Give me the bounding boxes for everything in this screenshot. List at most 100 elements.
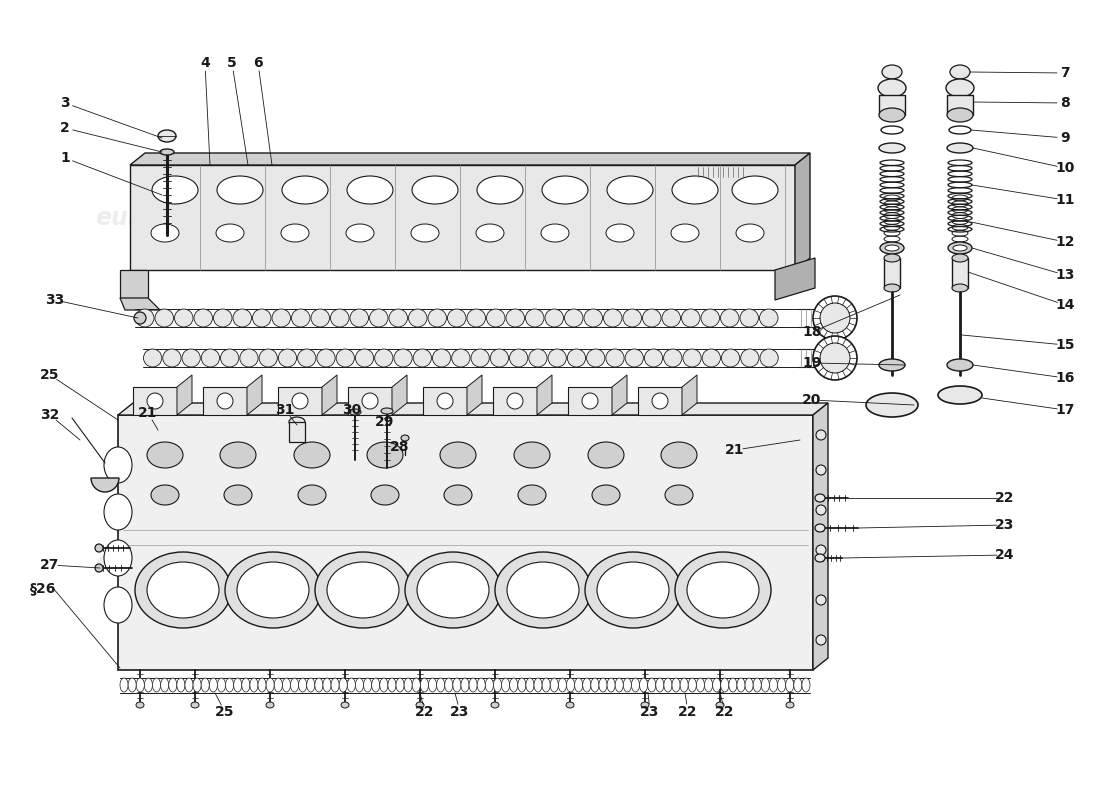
Ellipse shape <box>411 224 439 242</box>
Ellipse shape <box>597 562 669 618</box>
Ellipse shape <box>541 224 569 242</box>
Ellipse shape <box>820 303 850 333</box>
Ellipse shape <box>135 552 231 628</box>
Ellipse shape <box>566 678 574 692</box>
Text: 6: 6 <box>253 56 263 70</box>
Ellipse shape <box>440 442 476 468</box>
Ellipse shape <box>468 309 485 327</box>
Ellipse shape <box>816 430 826 440</box>
Polygon shape <box>638 387 682 415</box>
Ellipse shape <box>147 393 163 409</box>
Ellipse shape <box>607 176 653 204</box>
Text: 10: 10 <box>1055 161 1075 175</box>
Ellipse shape <box>348 678 355 692</box>
Ellipse shape <box>879 108 905 122</box>
Ellipse shape <box>477 176 522 204</box>
Ellipse shape <box>226 552 321 628</box>
Ellipse shape <box>652 393 668 409</box>
Ellipse shape <box>682 309 700 327</box>
Ellipse shape <box>598 678 607 692</box>
Ellipse shape <box>585 552 681 628</box>
Ellipse shape <box>341 702 349 708</box>
Ellipse shape <box>355 349 374 367</box>
Ellipse shape <box>135 309 154 327</box>
Ellipse shape <box>886 245 899 251</box>
Text: eurospares: eurospares <box>416 551 564 575</box>
Ellipse shape <box>104 587 132 623</box>
Ellipse shape <box>266 702 274 708</box>
Wedge shape <box>91 478 119 492</box>
Text: §26: §26 <box>30 581 56 595</box>
Polygon shape <box>568 387 612 415</box>
Ellipse shape <box>185 678 194 692</box>
Ellipse shape <box>879 359 905 371</box>
Ellipse shape <box>584 309 603 327</box>
Ellipse shape <box>761 678 769 692</box>
Ellipse shape <box>477 678 485 692</box>
Ellipse shape <box>794 678 802 692</box>
Ellipse shape <box>370 309 388 327</box>
Ellipse shape <box>220 442 256 468</box>
Ellipse shape <box>526 678 534 692</box>
Ellipse shape <box>381 408 393 414</box>
Ellipse shape <box>664 678 672 692</box>
Ellipse shape <box>624 678 631 692</box>
Ellipse shape <box>315 678 323 692</box>
Ellipse shape <box>95 564 103 572</box>
Ellipse shape <box>507 562 579 618</box>
Ellipse shape <box>760 349 778 367</box>
Ellipse shape <box>307 678 315 692</box>
Text: 16: 16 <box>1055 371 1075 385</box>
Ellipse shape <box>713 678 721 692</box>
Ellipse shape <box>938 386 982 404</box>
Ellipse shape <box>226 678 233 692</box>
Ellipse shape <box>240 349 258 367</box>
Ellipse shape <box>663 349 682 367</box>
Bar <box>879 95 905 115</box>
Ellipse shape <box>396 678 404 692</box>
Ellipse shape <box>683 349 701 367</box>
Ellipse shape <box>416 702 424 708</box>
Polygon shape <box>813 403 828 670</box>
Ellipse shape <box>688 562 759 618</box>
Ellipse shape <box>507 393 522 409</box>
Ellipse shape <box>217 393 233 409</box>
Ellipse shape <box>104 494 132 530</box>
Ellipse shape <box>802 678 810 692</box>
Ellipse shape <box>350 309 368 327</box>
Bar <box>884 258 900 288</box>
Ellipse shape <box>641 702 649 708</box>
Ellipse shape <box>143 349 162 367</box>
Ellipse shape <box>282 176 328 204</box>
Ellipse shape <box>412 678 420 692</box>
Ellipse shape <box>233 678 242 692</box>
Polygon shape <box>612 375 627 415</box>
Text: 3: 3 <box>60 96 69 110</box>
Ellipse shape <box>952 284 968 292</box>
Ellipse shape <box>732 176 778 204</box>
Ellipse shape <box>417 562 490 618</box>
Text: 23: 23 <box>640 705 660 719</box>
Ellipse shape <box>379 678 388 692</box>
Ellipse shape <box>362 393 378 409</box>
Ellipse shape <box>175 309 192 327</box>
Ellipse shape <box>367 442 403 468</box>
Ellipse shape <box>716 702 724 708</box>
Ellipse shape <box>160 149 174 155</box>
Text: 21: 21 <box>725 443 745 457</box>
Ellipse shape <box>346 224 374 242</box>
Ellipse shape <box>485 678 494 692</box>
Ellipse shape <box>568 349 585 367</box>
Ellipse shape <box>566 702 574 708</box>
Ellipse shape <box>494 678 502 692</box>
Ellipse shape <box>518 678 526 692</box>
Ellipse shape <box>274 678 283 692</box>
Ellipse shape <box>327 562 399 618</box>
Text: 20: 20 <box>802 393 822 407</box>
Polygon shape <box>120 270 148 298</box>
Ellipse shape <box>147 442 183 468</box>
Ellipse shape <box>355 678 363 692</box>
Ellipse shape <box>104 447 132 483</box>
Ellipse shape <box>317 349 336 367</box>
Ellipse shape <box>529 349 547 367</box>
